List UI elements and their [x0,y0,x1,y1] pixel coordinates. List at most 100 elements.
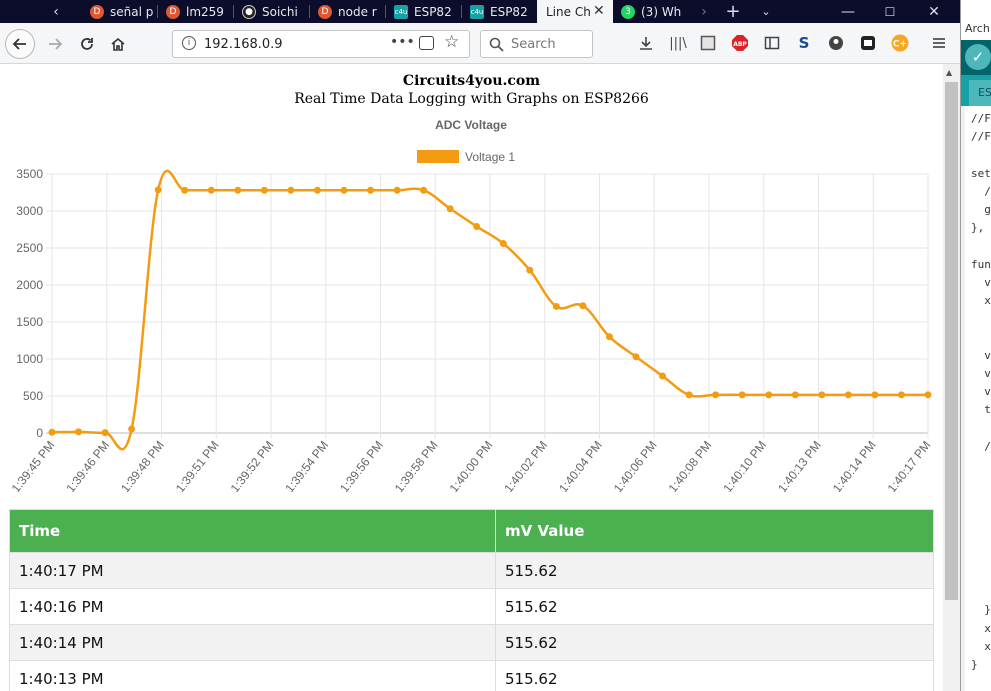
tab-lm259[interactable]: D lm259 [160,0,232,23]
x-tick-label: 1:39:51 PM [173,438,222,492]
data-point[interactable] [526,266,534,274]
data-point[interactable] [393,186,401,194]
back-button[interactable] [5,29,35,59]
data-point[interactable] [499,240,507,248]
x-tick-label: 1:40:08 PM [666,438,715,492]
tab-esp8266-2[interactable]: c4u ESP82 [464,0,536,23]
info-icon[interactable]: i [182,36,196,50]
data-point[interactable] [313,186,321,194]
browser-window: ‹ D señal p D lm259 ● Soichi D node r c4… [0,0,960,691]
data-table: Time mV Value 1:40:17 PM 515.62 1:40:16 … [9,509,934,691]
data-point[interactable] [234,186,242,194]
data-point[interactable] [101,429,109,437]
cell-time: 1:40:13 PM [9,660,496,691]
data-point[interactable] [48,428,56,436]
data-point[interactable] [685,391,693,399]
data-point[interactable] [446,205,454,213]
address-bar[interactable]: i 192.168.0.9 ••• ☆ [172,30,470,58]
table-row: 1:40:14 PM 515.62 [9,624,934,661]
new-tab-icon[interactable]: + [725,1,741,22]
data-point[interactable] [287,186,295,194]
data-point[interactable] [897,391,905,399]
legend-label[interactable]: Voltage 1 [465,150,515,164]
site-name: Circuits4you.com [402,73,541,89]
reload-button[interactable] [72,29,102,59]
reload-icon [81,38,93,50]
library-icon[interactable]: |||\ [669,35,687,51]
adblock-plus-icon[interactable]: ABP [730,33,750,53]
tab-soichi[interactable]: ● Soichi [236,0,308,23]
data-point[interactable] [154,186,162,194]
menu-icon[interactable] [929,33,949,53]
cell-mv-value: 515.62 [495,660,934,691]
editor-tab[interactable]: ES [969,80,991,106]
extension-s-icon[interactable]: S [798,34,810,52]
svg-text:ABP: ABP [733,41,747,48]
bookmark-star-icon[interactable]: ☆ [444,32,460,52]
data-point[interactable] [765,391,773,399]
column-header-time: Time [9,509,496,553]
data-point[interactable] [552,302,560,310]
page-actions-icon[interactable]: ••• [390,34,415,50]
tab-senal[interactable]: D señal p [84,0,156,23]
downloads-icon[interactable] [636,33,656,53]
account-icon[interactable] [826,33,846,53]
code-line: } [971,658,978,671]
close-window-icon[interactable]: ✕ [928,3,940,20]
data-point[interactable] [605,333,613,341]
data-point[interactable] [659,372,667,380]
data-point[interactable] [791,391,799,399]
duckduckgo-icon: D [166,4,180,19]
minimize-icon[interactable]: — [841,3,855,20]
y-tick-label: 3500 [16,167,43,181]
tab-scroll-left-icon[interactable]: ‹ [53,3,59,20]
cell-time: 1:40:17 PM [9,552,496,589]
tab-line-chart[interactable]: Line Ch ✕ [537,0,613,23]
data-point[interactable] [818,391,826,399]
search-bar[interactable]: Search [480,30,593,58]
data-point[interactable] [128,425,136,433]
editor-code-area[interactable]: //F //F set / g}, fun v x v v v t / } x x} [961,106,991,691]
scrollbar-thumb[interactable] [945,82,958,600]
close-tab-icon[interactable]: ✕ [593,3,605,19]
tab-node[interactable]: D node r [312,0,384,23]
page-scrollbar[interactable]: ▲ [943,64,960,691]
data-point[interactable] [738,391,746,399]
data-point[interactable] [871,391,879,399]
data-point[interactable] [207,186,215,194]
pocket-icon[interactable] [419,36,434,50]
forward-button[interactable] [40,29,70,59]
sidebar-icon[interactable] [762,33,782,53]
data-point[interactable] [844,391,852,399]
data-point[interactable] [75,428,83,436]
tab-esp8266-1[interactable]: c4u ESP82 [388,0,460,23]
extension-screenshot-icon[interactable] [858,33,878,53]
data-point[interactable] [181,186,189,194]
data-point[interactable] [367,186,375,194]
data-point[interactable] [712,391,720,399]
code-line: v [971,275,991,289]
reader-view-icon[interactable] [698,33,718,53]
cell-time: 1:40:16 PM [9,588,496,625]
y-tick-label: 500 [23,389,43,403]
data-point[interactable] [632,353,640,361]
data-point[interactable] [924,391,932,399]
list-tabs-icon[interactable]: ⌄ [761,5,771,18]
tab-whatsapp[interactable]: 3 (3) Wh [615,0,687,23]
home-button[interactable] [103,29,133,59]
legend-swatch[interactable] [417,150,459,163]
verify-button[interactable]: ✓ [965,44,991,70]
code-line: fun [971,257,991,271]
scroll-up-icon[interactable]: ▲ [946,68,953,77]
data-point[interactable] [340,186,348,194]
url-text: 192.168.0.9 [204,37,283,52]
data-point[interactable] [420,186,428,194]
maximize-icon[interactable]: ☐ [884,4,896,19]
data-point[interactable] [473,223,481,231]
editor-toolbar: ✓ [961,40,991,75]
tab-scroll-right-icon[interactable]: › [701,3,707,20]
data-point[interactable] [579,302,587,310]
data-point[interactable] [260,186,268,194]
tab-label: node r [338,4,377,19]
extension-c-plus-icon[interactable]: C+ [890,33,910,53]
